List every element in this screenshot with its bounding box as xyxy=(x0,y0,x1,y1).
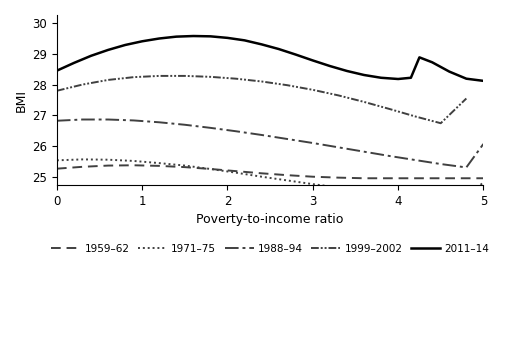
X-axis label: Poverty-to-income ratio: Poverty-to-income ratio xyxy=(197,213,344,226)
Legend: 1959–62, 1971–75, 1988–94, 1999–2002, 2011–14: 1959–62, 1971–75, 1988–94, 1999–2002, 20… xyxy=(47,240,493,258)
Y-axis label: BMI: BMI xyxy=(15,89,28,111)
